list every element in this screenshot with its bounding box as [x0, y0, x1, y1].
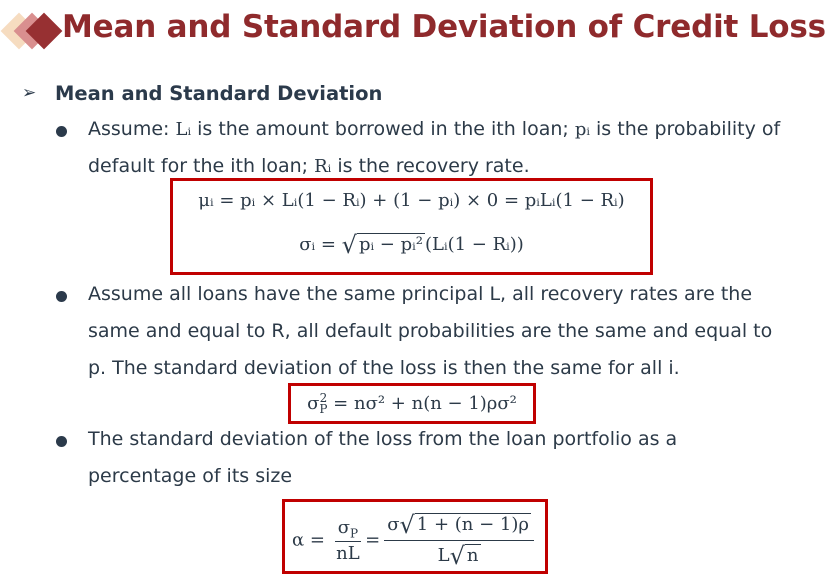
text: is the probability of: [589, 118, 781, 140]
text: is the amount borrowed in the ith loan;: [191, 118, 575, 140]
bullet-2-line-2: same and equal to R, all default probabi…: [88, 320, 773, 342]
formula-box-alpha: α = σP nL = σ√ 1 + (n − 1)ρ L√ n: [282, 499, 548, 574]
text: is the recovery rate.: [331, 155, 530, 177]
math-Li: Lᵢ: [175, 119, 192, 140]
math-Ri: Rᵢ: [314, 156, 332, 177]
den: nL: [336, 543, 360, 565]
alpha-formula: α = σP nL = σ√ 1 + (n − 1)ρ L√ n: [285, 511, 545, 570]
num: σ: [387, 514, 400, 535]
alpha-lhs: α =: [292, 529, 331, 551]
fraction-1: σP nL: [334, 516, 362, 565]
radicand: 1 + (n − 1)ρ: [414, 513, 531, 535]
equals: =: [365, 529, 381, 551]
sub: P: [319, 402, 328, 416]
section-heading: Mean and Standard Deviation: [55, 82, 383, 105]
sqrt-icon: √: [449, 542, 465, 570]
sub: P: [350, 526, 359, 541]
logo: [0, 10, 63, 54]
sqrt-icon: √: [399, 511, 415, 539]
formula-box-mean-sd: μᵢ = pᵢ × Lᵢ(1 − Rᵢ) + (1 − pᵢ) × 0 = pᵢ…: [170, 178, 653, 275]
bullet-2-line-1: Assume all loans have the same principal…: [88, 283, 753, 305]
sd-radicand: pᵢ − pᵢ²: [356, 233, 425, 255]
bullet-2-line-3: p. The standard deviation of the loss is…: [88, 357, 680, 379]
text: default for the ith loan;: [88, 155, 315, 177]
bullet-3-line-1: The standard deviation of the loss from …: [88, 428, 678, 450]
text: Assume:: [88, 118, 176, 140]
sigma: σ: [307, 393, 320, 414]
portfolio-rhs: = nσ² + n(n − 1)ρσ²: [327, 393, 517, 414]
slide-title: Mean and Standard Deviation of Credit Lo…: [62, 9, 825, 45]
sd-lhs: σᵢ =: [299, 234, 342, 255]
bullet-3-line-2: percentage of its size: [88, 465, 293, 487]
bullet-icon: [56, 126, 67, 137]
sd-rest: (Lᵢ(1 − Rᵢ)): [424, 234, 524, 255]
bullet-1-line-2: default for the ith loan; Rᵢ is the reco…: [88, 155, 530, 177]
sqrt-icon: √: [341, 231, 357, 259]
sup: 2: [319, 391, 328, 405]
num: σ: [337, 516, 351, 538]
den: L: [437, 545, 450, 566]
math-pi: pᵢ: [574, 119, 590, 140]
bullet-icon: [56, 436, 67, 447]
sd-formula: σᵢ = √ pᵢ − pᵢ² (Lᵢ(1 − Rᵢ)): [173, 231, 650, 259]
bullet-1-line-1: Assume: Lᵢ is the amount borrowed in the…: [88, 118, 780, 140]
radicand: n: [464, 544, 481, 566]
bullet-icon: [56, 291, 67, 302]
arrowhead-icon: ➢: [22, 83, 37, 103]
mean-formula: μᵢ = pᵢ × Lᵢ(1 − Rᵢ) + (1 − pᵢ) × 0 = pᵢ…: [198, 190, 625, 211]
fraction-2: σ√ 1 + (n − 1)ρ L√ n: [384, 511, 534, 570]
